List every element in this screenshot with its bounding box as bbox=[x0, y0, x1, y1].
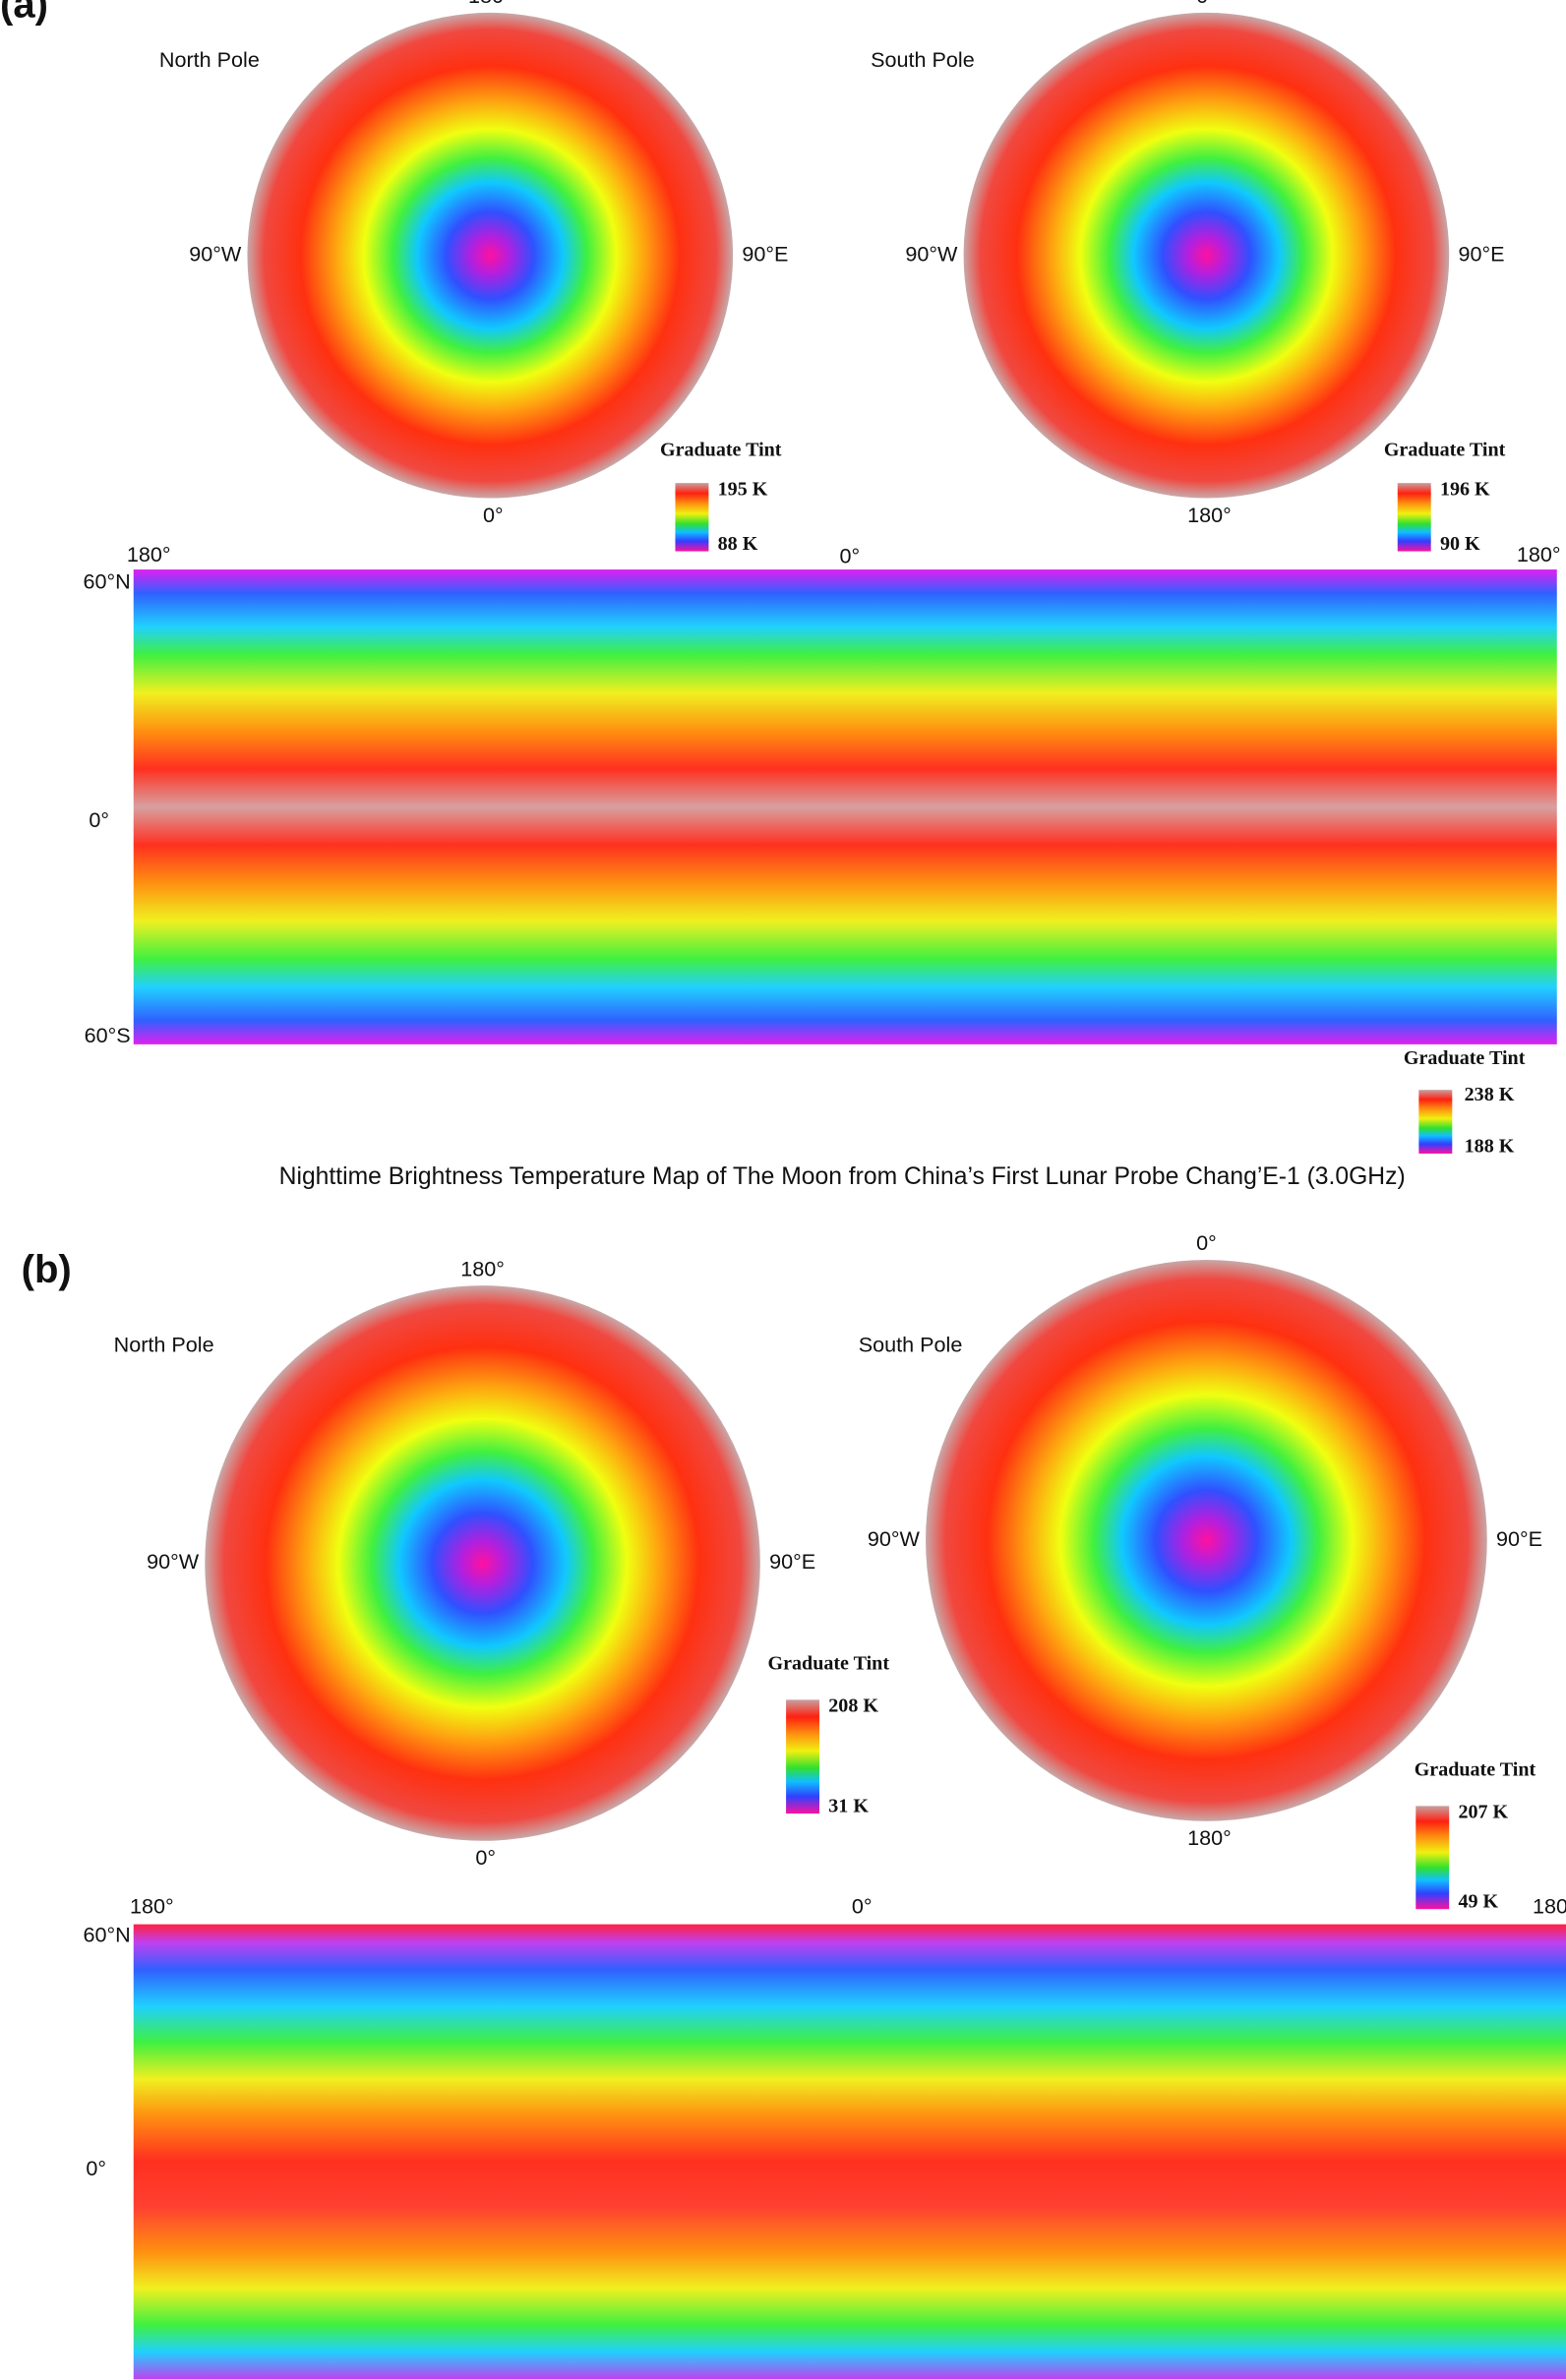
legend-min: 90 K bbox=[1440, 533, 1480, 555]
label: 180° bbox=[127, 542, 171, 566]
legend-min: 31 K bbox=[828, 1795, 869, 1816]
lon-label: 90°W bbox=[905, 241, 958, 266]
legend-max: 208 K bbox=[828, 1696, 878, 1717]
cylindrical-map bbox=[133, 1924, 1566, 2380]
polar-map bbox=[963, 12, 1450, 499]
colorbar bbox=[786, 1699, 820, 1815]
label: 60°N bbox=[83, 569, 130, 594]
pole-title: North Pole bbox=[159, 47, 260, 72]
label: 180° bbox=[1517, 542, 1561, 566]
lon-label: 90°E bbox=[1458, 241, 1504, 266]
cylindrical-map bbox=[133, 569, 1557, 1044]
legend-max: 196 K bbox=[1440, 478, 1490, 500]
colorbar bbox=[1397, 483, 1431, 552]
lon-label: 90°W bbox=[868, 1526, 921, 1551]
polar-map bbox=[926, 1259, 1487, 1821]
legend-title: Graduate Tint bbox=[660, 439, 782, 460]
legend-title: Graduate Tint bbox=[1404, 1047, 1526, 1069]
lon-label: 180° bbox=[460, 1256, 505, 1280]
colorbar bbox=[1418, 1090, 1453, 1154]
legend-min: 88 K bbox=[718, 533, 758, 555]
caption: Nighttime Brightness Temperature Map of … bbox=[279, 1163, 1406, 1190]
lon-label: 0° bbox=[483, 503, 504, 527]
label: 0° bbox=[86, 2156, 106, 2180]
label: 60°S bbox=[85, 1023, 131, 1047]
lon-label: 180° bbox=[1187, 503, 1232, 527]
legend-title: Graduate Tint bbox=[1384, 439, 1506, 460]
legend-min: 49 K bbox=[1458, 1891, 1498, 1913]
label: 60°N bbox=[83, 1923, 130, 1947]
lon-label: 90°W bbox=[147, 1549, 200, 1574]
label: 180° bbox=[130, 1893, 174, 1918]
legend-title: Graduate Tint bbox=[1415, 1758, 1536, 1780]
lon-label: 90°W bbox=[189, 241, 242, 266]
label: 0° bbox=[852, 1893, 873, 1918]
colorbar bbox=[675, 483, 709, 552]
north-pole-map-a bbox=[247, 12, 734, 499]
legend-max: 195 K bbox=[718, 478, 768, 500]
lon-label: 180° bbox=[468, 0, 512, 8]
pole-title: South Pole bbox=[859, 1333, 963, 1357]
pole-title: North Pole bbox=[114, 1333, 214, 1357]
polar-map bbox=[247, 12, 734, 499]
pole-title: South Pole bbox=[871, 47, 975, 72]
panel-label: (b) bbox=[22, 1248, 72, 1291]
label: 180 bbox=[1533, 1893, 1566, 1918]
lon-label: 90°E bbox=[742, 241, 788, 266]
lon-label: 0° bbox=[475, 1845, 496, 1870]
legend-min: 188 K bbox=[1465, 1135, 1515, 1157]
lon-label: 0° bbox=[1196, 0, 1217, 8]
panel-label: (a) bbox=[0, 0, 48, 26]
label: 0° bbox=[840, 543, 861, 567]
label: 0° bbox=[89, 807, 109, 832]
legend-title: Graduate Tint bbox=[768, 1652, 890, 1674]
colorbar bbox=[1415, 1806, 1450, 1910]
legend-max: 238 K bbox=[1465, 1084, 1515, 1105]
polar-map bbox=[205, 1285, 760, 1841]
lon-label: 180° bbox=[1187, 1825, 1232, 1850]
lon-label: 90°E bbox=[1496, 1526, 1542, 1551]
lon-label: 0° bbox=[1196, 1230, 1217, 1255]
legend-max: 207 K bbox=[1458, 1802, 1508, 1823]
lon-label: 90°E bbox=[769, 1549, 815, 1574]
south-pole-map-a bbox=[963, 12, 1450, 499]
